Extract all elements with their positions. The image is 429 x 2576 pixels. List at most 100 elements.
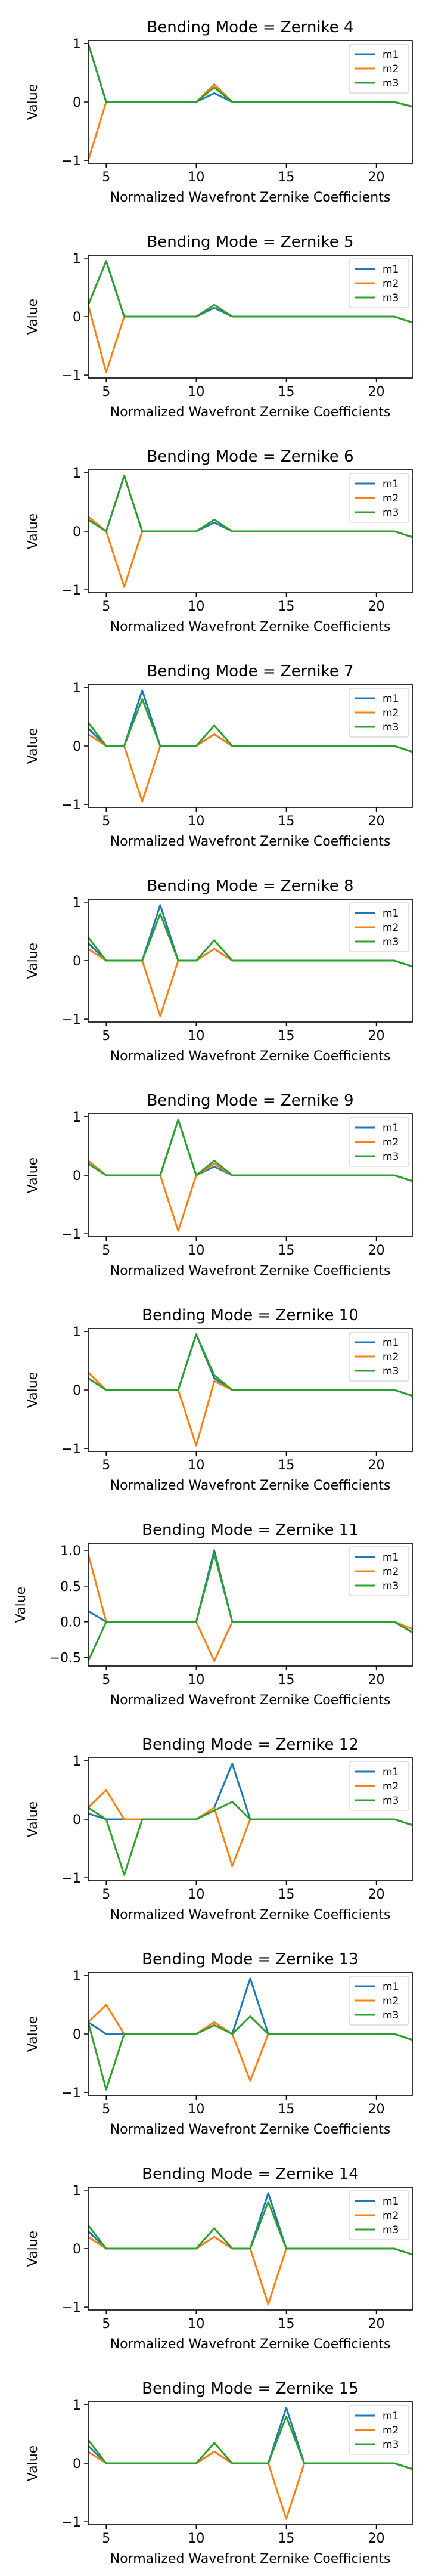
y-tick-label: 1 — [73, 1110, 81, 1125]
legend-box — [349, 1546, 409, 1596]
legend-box — [349, 2190, 409, 2240]
legend-label-m3: m3 — [383, 507, 399, 519]
legend-box — [349, 1117, 409, 1167]
chart-title: Bending Mode = Zernike 9 — [147, 1092, 353, 1110]
x-tick-label: 5 — [102, 1029, 110, 1044]
x-tick-label: 15 — [278, 2102, 294, 2117]
y-tick-label: 0.5 — [60, 1580, 81, 1594]
y-axis-label: Value — [26, 2445, 41, 2481]
y-axis-label: Value — [26, 513, 41, 549]
y-axis-label: Value — [26, 299, 41, 335]
legend-label-m1: m1 — [383, 1122, 399, 1134]
legend-label-m2: m2 — [383, 63, 399, 75]
x-axis-label: Normalized Wavefront Zernike Coefficient… — [110, 620, 391, 634]
y-tick-label: −1 — [62, 2086, 81, 2101]
y-tick-label: 0 — [73, 739, 81, 754]
x-tick-label: 15 — [278, 1887, 294, 1902]
legend: m1 m2 m3 — [349, 902, 409, 952]
legend-box — [349, 902, 409, 952]
y-tick-label: −1 — [62, 369, 81, 383]
chart-title: Bending Mode = Zernike 10 — [142, 1306, 359, 1324]
x-tick-label: 15 — [278, 385, 294, 400]
legend: m1 m2 m3 — [349, 1546, 409, 1596]
y-tick-label: 1 — [73, 681, 81, 696]
y-tick-label: −1 — [62, 1013, 81, 1027]
y-tick-label: 1 — [73, 252, 81, 267]
y-tick-label: −1 — [62, 583, 81, 598]
x-tick-label: 10 — [188, 2531, 204, 2546]
series-line-m2 — [88, 948, 412, 1017]
y-tick-label: 1 — [73, 37, 81, 52]
legend-label-m2: m2 — [383, 1995, 399, 2007]
y-tick-label: −1 — [62, 1442, 81, 1457]
y-axis-label: Value — [26, 1372, 41, 1408]
series-line-m3 — [88, 2416, 412, 2470]
y-axis-label: Value — [14, 1587, 29, 1623]
series-line-m3 — [88, 260, 412, 324]
chart-panel-8: Bending Mode = Zernike 11 5 10 15 20 −0.5 0.0 0… — [14, 1521, 413, 1708]
x-tick-label: 15 — [278, 1458, 294, 1473]
series-line-m3 — [88, 1801, 412, 1876]
chart-title: Bending Mode = Zernike 13 — [142, 1950, 359, 1968]
y-tick-label: −1 — [62, 2515, 81, 2530]
series-line-m2 — [88, 304, 412, 373]
chart-title: Bending Mode = Zernike 6 — [147, 448, 353, 466]
x-tick-label: 15 — [278, 599, 294, 614]
legend-label-m3: m3 — [383, 1151, 399, 1163]
chart-panel-5: Bending Mode = Zernike 8 5 10 15 20 −1 0 1 Norma… — [26, 877, 413, 1064]
series-line-m3 — [88, 2015, 412, 2091]
y-tick-label: −1 — [62, 2301, 81, 2315]
x-tick-label: 15 — [278, 1029, 294, 1044]
y-tick-label: −1 — [62, 798, 81, 813]
legend-label-m3: m3 — [383, 78, 399, 89]
chart-title: Bending Mode = Zernike 4 — [147, 18, 353, 36]
x-tick-label: 15 — [278, 2531, 294, 2546]
x-tick-label: 5 — [102, 1243, 110, 1258]
x-tick-label: 5 — [102, 170, 110, 185]
legend-label-m2: m2 — [383, 2210, 399, 2222]
x-tick-label: 10 — [188, 1243, 204, 1258]
legend-label-m3: m3 — [383, 1795, 399, 1807]
y-axis-label: Value — [26, 728, 41, 764]
x-axis-label: Normalized Wavefront Zernike Coefficient… — [110, 190, 391, 205]
legend-box — [349, 258, 409, 308]
y-tick-label: −0.5 — [49, 1651, 81, 1666]
y-axis-label: Value — [26, 84, 41, 120]
x-tick-label: 10 — [188, 170, 204, 185]
legend-label-m3: m3 — [383, 936, 399, 948]
legend: m1 m2 m3 — [349, 258, 409, 308]
x-tick-label: 15 — [278, 814, 294, 829]
x-tick-label: 20 — [368, 385, 385, 400]
legend-label-m2: m2 — [383, 2425, 399, 2436]
x-axis-label: Normalized Wavefront Zernike Coefficient… — [110, 1049, 391, 1064]
y-tick-label: 0 — [73, 1813, 81, 1828]
y-tick-label: 0 — [73, 525, 81, 540]
chart-title: Bending Mode = Zernike 12 — [142, 1736, 359, 1754]
y-tick-label: −1 — [62, 1871, 81, 1886]
legend-label-m3: m3 — [383, 292, 399, 304]
x-tick-label: 20 — [368, 1458, 385, 1473]
series-line-m2 — [88, 733, 412, 803]
y-tick-label: 1 — [73, 2398, 81, 2413]
chart-panel-4: Bending Mode = Zernike 7 5 10 15 20 −1 0 1 Norma… — [26, 662, 413, 849]
x-axis-label: Normalized Wavefront Zernike Coefficient… — [110, 1478, 391, 1493]
legend-label-m2: m2 — [383, 1781, 399, 1792]
x-tick-label: 5 — [102, 2531, 110, 2546]
x-tick-label: 5 — [102, 1673, 110, 1688]
x-tick-label: 5 — [102, 2102, 110, 2117]
y-tick-label: 1.0 — [60, 1544, 81, 1559]
legend-box — [349, 1761, 409, 1811]
legend: m1 m2 m3 — [349, 2405, 409, 2455]
legend-label-m3: m3 — [383, 2010, 399, 2021]
x-tick-label: 10 — [188, 1673, 204, 1688]
x-axis-label: Normalized Wavefront Zernike Coefficient… — [110, 834, 391, 849]
legend-label-m2: m2 — [383, 493, 399, 504]
legend-label-m1: m1 — [383, 1766, 399, 1778]
series-line-m2 — [88, 2450, 412, 2520]
legend-label-m1: m1 — [383, 2410, 399, 2422]
series-line-m3 — [88, 2201, 412, 2256]
legend-label-m2: m2 — [383, 707, 399, 719]
legend-label-m1: m1 — [383, 264, 399, 275]
series-line-m2 — [88, 1160, 412, 1232]
series-line-m3 — [88, 475, 412, 538]
